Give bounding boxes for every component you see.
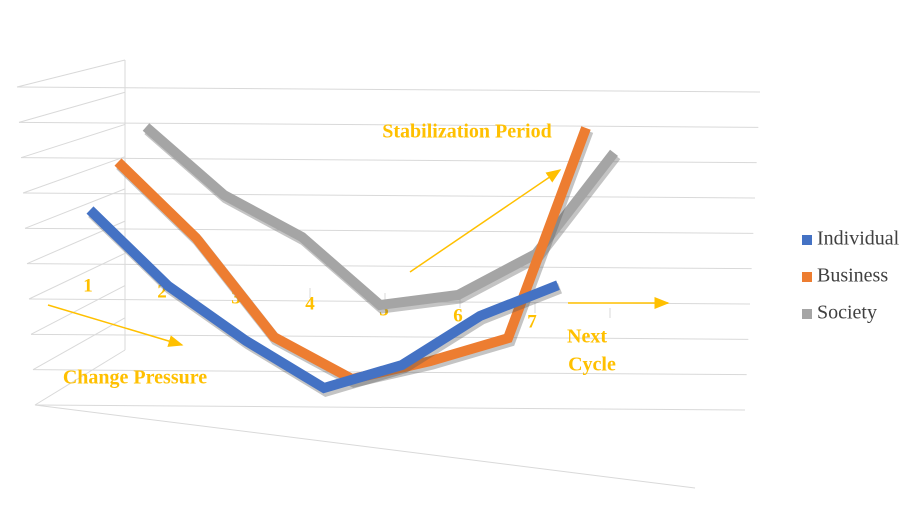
annotation: Stabilization Period: [382, 121, 551, 143]
legend-swatch: [802, 235, 812, 245]
grid-line: [26, 263, 752, 270]
floor-edge: [34, 404, 696, 489]
series-line: [86, 206, 560, 394]
x-tick-label: 7: [527, 311, 537, 332]
grid: [16, 59, 761, 411]
grid-line: [30, 333, 749, 340]
annotation: Next: [567, 326, 607, 348]
series-line: [142, 123, 618, 311]
legend-label: Individual: [817, 228, 900, 250]
legend-swatch: [802, 272, 812, 282]
arrow: [47, 304, 184, 347]
grid-line-side: [34, 349, 126, 406]
x-tick-label: 4: [305, 293, 315, 314]
grid-line: [22, 192, 756, 199]
annotation: Change Pressure: [63, 367, 207, 389]
grid-line-side: [20, 123, 126, 159]
legend-swatch: [802, 309, 812, 319]
legend: Individual Business Society: [802, 228, 900, 324]
grid-line-side: [16, 59, 126, 88]
grid-line: [20, 157, 757, 164]
grid-line-side: [22, 156, 126, 194]
grid-line-side: [30, 285, 126, 335]
x-tick-label: 5: [379, 299, 389, 320]
series-line-shadow: [144, 125, 621, 314]
annotation: Cycle: [568, 354, 616, 376]
grid-line: [18, 121, 759, 128]
grid-line: [34, 404, 746, 411]
grid-line: [16, 86, 761, 93]
grid-line-side: [32, 317, 126, 371]
x-tick-label: 3: [231, 287, 241, 308]
legend-label: Society: [817, 302, 877, 324]
x-tick-label: 1: [83, 275, 93, 296]
x-tick-label: 2: [157, 281, 167, 302]
plot: 1 2 3 4 5 6 7: [83, 123, 621, 397]
legend-label: Business: [817, 265, 888, 287]
arrow: [409, 169, 562, 273]
grid-line: [24, 227, 754, 234]
grid-line-side: [24, 188, 126, 229]
grid-line-side: [28, 252, 126, 300]
x-tick-label: 6: [453, 305, 463, 326]
grid-line-side: [18, 91, 126, 123]
